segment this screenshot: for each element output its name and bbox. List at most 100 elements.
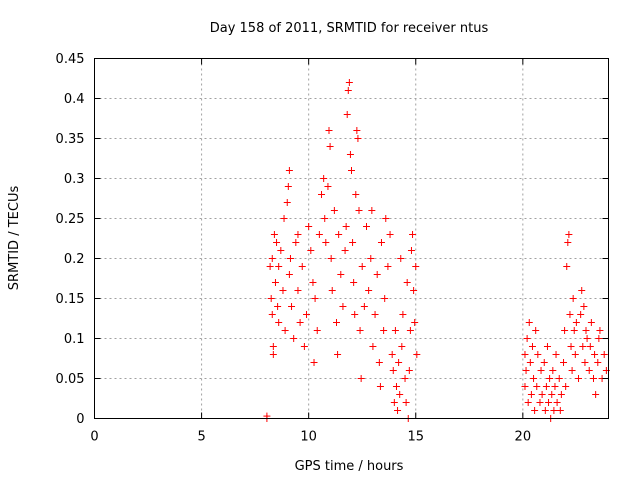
data-point: [545, 399, 553, 406]
data-point: [566, 311, 574, 318]
data-point: [309, 279, 317, 286]
data-point: [403, 279, 411, 286]
data-point: [313, 327, 321, 334]
data-point: [270, 231, 278, 238]
data-point: [271, 279, 279, 286]
y-tick-label: 0.4: [64, 92, 85, 107]
data-point: [357, 375, 365, 382]
data-point: [318, 191, 326, 198]
x-tick-label: 15: [407, 430, 424, 445]
data-point: [283, 199, 291, 206]
data-point: [557, 391, 565, 398]
data-point: [410, 287, 418, 294]
data-point: [541, 407, 549, 414]
data-point: [411, 319, 419, 326]
data-point: [578, 287, 586, 294]
data-point: [412, 263, 420, 270]
data-point: [344, 87, 352, 94]
data-point: [367, 255, 375, 262]
grid-lines: [94, 58, 609, 419]
data-point: [405, 367, 413, 374]
data-point: [563, 263, 571, 270]
data-point: [381, 295, 389, 302]
data-point: [266, 263, 274, 270]
data-point: [296, 319, 304, 326]
data-point: [591, 351, 599, 358]
data-point: [384, 263, 392, 270]
data-point: [526, 359, 534, 366]
data-point: [586, 343, 594, 350]
data-point: [269, 343, 277, 350]
plot-frame: [94, 58, 609, 419]
data-point: [389, 367, 397, 374]
data-point: [294, 287, 302, 294]
data-point: [402, 399, 410, 406]
data-point: [343, 111, 351, 118]
data-point: [351, 311, 359, 318]
data-point: [288, 303, 296, 310]
data-point: [407, 247, 415, 254]
data-point: [394, 407, 402, 414]
data-point: [311, 295, 319, 302]
y-tick-label: 0.15: [56, 292, 85, 307]
data-point: [406, 327, 414, 334]
data-point: [543, 343, 551, 350]
data-point: [333, 319, 341, 326]
data-point: [298, 263, 306, 270]
data-point: [551, 383, 559, 390]
data-point: [564, 239, 572, 246]
chart-title: Day 158 of 2011, SRMTID for receiver ntu…: [210, 21, 489, 36]
data-point: [527, 391, 535, 398]
data-point: [401, 375, 409, 382]
data-point: [537, 367, 545, 374]
data-point: [553, 399, 561, 406]
data-point: [577, 311, 585, 318]
data-point: [285, 167, 293, 174]
data-point: [275, 263, 283, 270]
data-point: [341, 247, 349, 254]
y-tick-label: 0.45: [56, 52, 85, 67]
data-point: [269, 351, 277, 358]
data-point: [581, 359, 589, 366]
y-axis-label: SRMTID / TECUs: [7, 186, 22, 291]
data-point: [354, 135, 362, 142]
y-tick-label: 0.3: [64, 172, 85, 187]
data-point: [571, 351, 579, 358]
data-point: [567, 343, 575, 350]
y-tick-label: 0.1: [64, 332, 85, 347]
data-point: [273, 239, 281, 246]
data-point: [268, 255, 276, 262]
data-point: [413, 351, 421, 358]
data-point: [337, 271, 345, 278]
data-point: [294, 231, 302, 238]
data-point: [358, 263, 366, 270]
data-point: [315, 231, 323, 238]
data-point: [395, 359, 403, 366]
data-point: [307, 247, 315, 254]
data-point: [267, 295, 275, 302]
data-point: [285, 271, 293, 278]
data-point: [325, 127, 333, 134]
y-tick-label: 0.35: [56, 132, 85, 147]
data-point: [549, 367, 557, 374]
data-point: [310, 359, 318, 366]
data-point: [530, 375, 538, 382]
data-point: [284, 183, 292, 190]
data-point: [368, 207, 376, 214]
data-point: [540, 359, 548, 366]
data-point: [579, 343, 587, 350]
data-point: [349, 239, 357, 246]
data-point: [600, 351, 608, 358]
data-point: [380, 327, 388, 334]
data-point: [596, 327, 604, 334]
data-point: [274, 303, 282, 310]
data-point: [569, 295, 577, 302]
data-point: [556, 407, 564, 414]
data-point: [555, 375, 563, 382]
data-point: [575, 375, 583, 382]
data-point: [532, 327, 540, 334]
y-tick-label: 0.2: [64, 252, 85, 267]
y-tick-label: 0.05: [56, 372, 85, 387]
